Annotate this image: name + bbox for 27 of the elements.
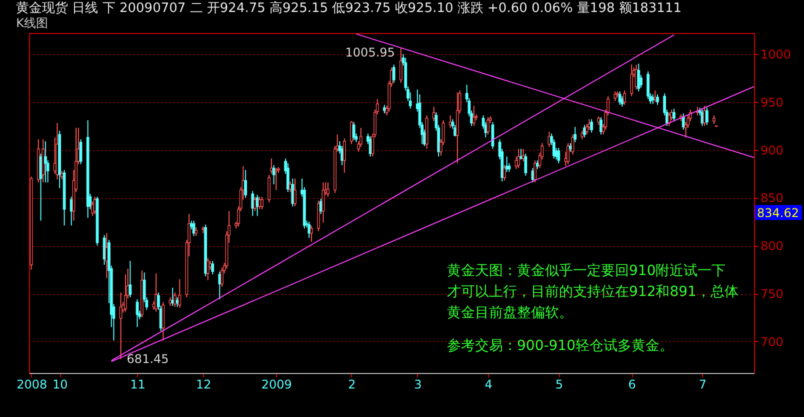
annotation: 681.45 bbox=[126, 352, 169, 366]
annotation: 才可以上行，目前的支持位在912和891，总体 bbox=[447, 284, 738, 300]
y-tick-label: 950 bbox=[760, 95, 784, 110]
y-tick-label: 700 bbox=[760, 334, 784, 349]
text: 834.62 bbox=[757, 206, 799, 220]
y-tick-label: 800 bbox=[760, 239, 784, 254]
x-tick-label: 12 bbox=[196, 378, 212, 392]
x-tick-label: 2 bbox=[348, 378, 356, 392]
annotation: 黄金天图：黄金似乎一定要回910附近试一下 bbox=[447, 263, 726, 279]
chart-title: 黄金现货 日线 下 20090707 二 开924.75 高925.15 低923.75 收925.10 涨跌 +0.60 0.06% 量198 额183111 bbox=[16, 0, 682, 16]
x-tick-label: 2009 bbox=[261, 378, 292, 392]
y-tick-label: 750 bbox=[760, 287, 784, 302]
x-tick-label: 4 bbox=[484, 378, 492, 392]
chart-subtitle: K线图 bbox=[16, 16, 48, 30]
x-tick-label: 6 bbox=[628, 378, 636, 392]
y-tick-label: 1000 bbox=[760, 48, 792, 62]
annotation: 黄金目前盘整偏软。 bbox=[447, 305, 573, 321]
x-tick-label: 10 bbox=[52, 378, 68, 392]
y-tick-label: 850 bbox=[760, 191, 784, 206]
x-tick-label: 5 bbox=[555, 378, 563, 392]
y-tick-label: 900 bbox=[760, 143, 784, 158]
annotation: 参考交易：900-910轻仓试多黄金。 bbox=[447, 338, 674, 354]
x-tick-label: 11 bbox=[130, 378, 146, 392]
x-tick-label: 2008 bbox=[16, 378, 48, 392]
annotation: 1005.95 bbox=[345, 45, 395, 60]
x-tick-label: 7 bbox=[698, 378, 707, 392]
x-tick-label: 3 bbox=[414, 378, 422, 392]
